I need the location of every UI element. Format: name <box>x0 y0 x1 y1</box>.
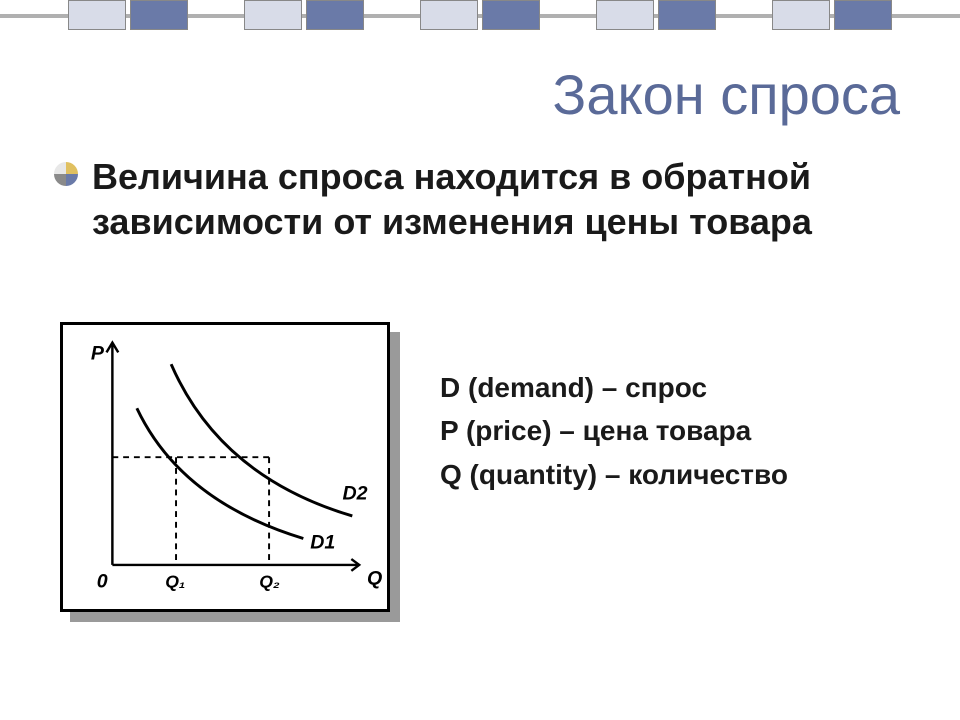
block-dark <box>482 0 540 30</box>
block-light <box>244 0 302 30</box>
block-light <box>596 0 654 30</box>
block-light <box>420 0 478 30</box>
block-dark <box>130 0 188 30</box>
axis-label-x: Q <box>367 568 382 590</box>
axis-label-y: P <box>91 342 105 364</box>
slide-title: Закон спроса <box>553 62 900 127</box>
block-light <box>772 0 830 30</box>
block-pair <box>596 0 716 30</box>
top-blocks <box>0 0 960 30</box>
block-light <box>68 0 126 30</box>
axis-label-origin: 0 <box>97 570 108 592</box>
quad-bullet-icon <box>52 160 80 188</box>
block-pair <box>420 0 540 30</box>
legend-line: Q (quantity) – количество <box>440 453 900 496</box>
block-pair <box>68 0 188 30</box>
legend: D (demand) – спрос P (price) – цена това… <box>440 322 900 496</box>
bullet-row: Величина спроса находится в обратной зав… <box>52 154 900 244</box>
block-dark <box>306 0 364 30</box>
legend-line: D (demand) – спрос <box>440 366 900 409</box>
chart-box: P Q 0 D1 D2 Q₁ Q₂ <box>60 322 390 612</box>
block-dark <box>834 0 892 30</box>
body-text: Величина спроса находится в обратной зав… <box>92 154 900 244</box>
tick-label-q2: Q₂ <box>259 571 280 591</box>
top-decor-bar <box>0 0 960 40</box>
content-lower: P Q 0 D1 D2 Q₁ Q₂ D (demand) – спрос P (… <box>60 322 900 622</box>
curve-label-d1: D1 <box>310 531 335 553</box>
legend-line: P (price) – цена товара <box>440 409 900 452</box>
block-dark <box>658 0 716 30</box>
tick-label-q1: Q₁ <box>165 571 185 591</box>
curve-label-d2: D2 <box>343 482 368 504</box>
block-pair <box>772 0 892 30</box>
demand-chart: P Q 0 D1 D2 Q₁ Q₂ <box>60 322 400 622</box>
block-pair <box>244 0 364 30</box>
